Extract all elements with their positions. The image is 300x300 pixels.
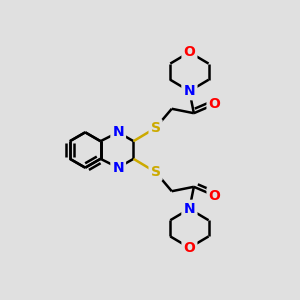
Text: N: N (112, 125, 124, 139)
Text: N: N (184, 84, 195, 98)
Text: N: N (184, 202, 195, 216)
Text: N: N (112, 161, 124, 175)
Text: O: O (184, 45, 195, 59)
Text: O: O (208, 98, 220, 111)
Text: S: S (151, 121, 160, 135)
Text: N: N (184, 202, 195, 216)
Text: S: S (151, 165, 160, 179)
Text: O: O (208, 189, 220, 202)
Text: N: N (184, 84, 195, 98)
Text: O: O (184, 241, 195, 255)
